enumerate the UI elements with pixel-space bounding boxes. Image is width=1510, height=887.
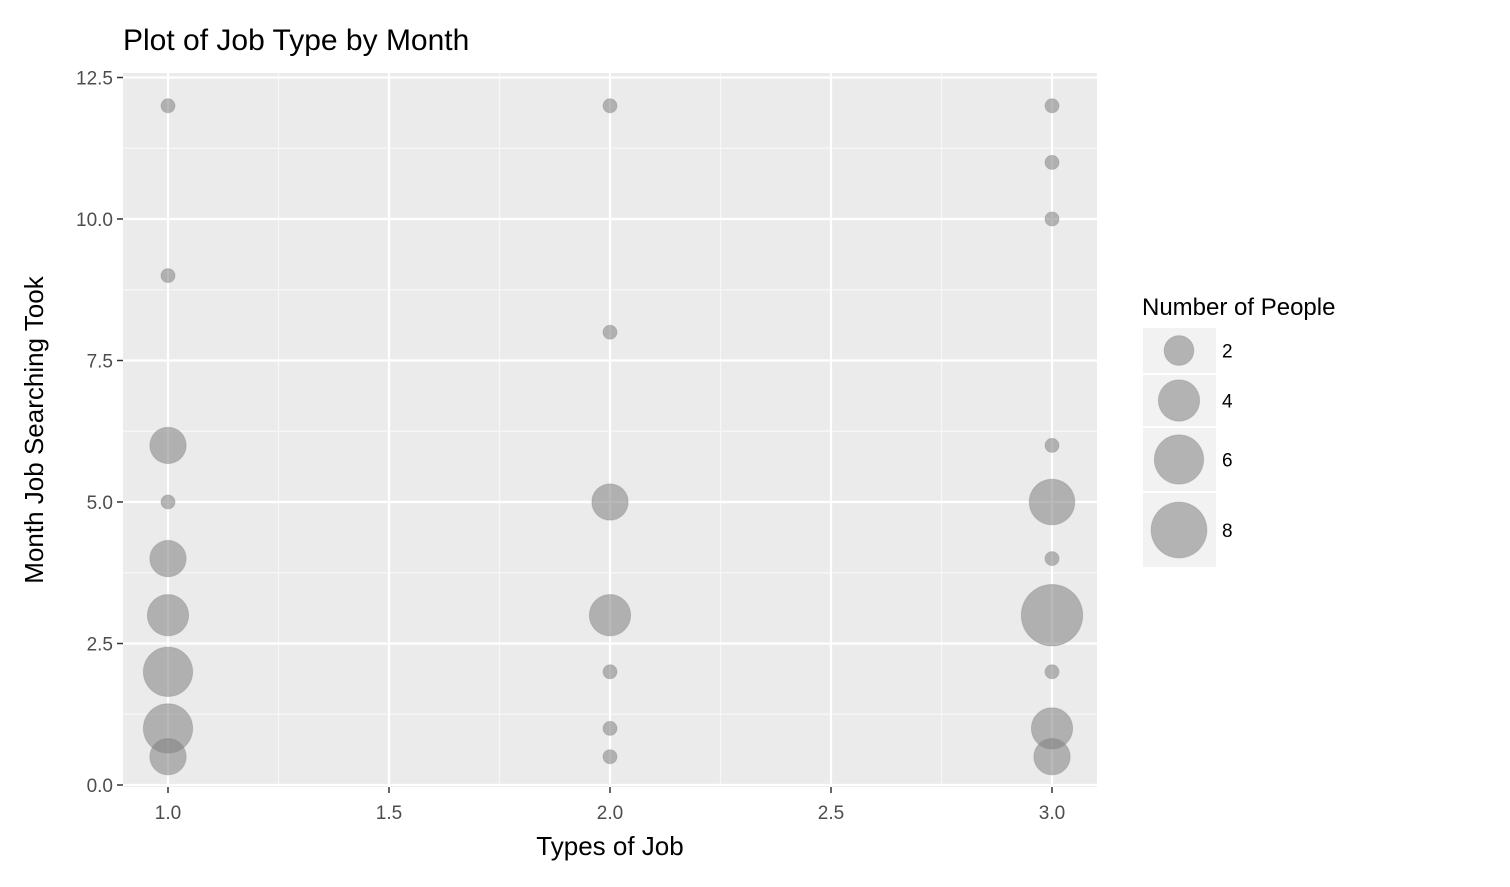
data-point — [1044, 98, 1060, 114]
data-point — [1020, 584, 1084, 647]
y-tick-label: 12.5 — [76, 69, 113, 90]
y-tick-label: 5.0 — [87, 493, 113, 514]
legend-key-label: 2 — [1222, 342, 1233, 363]
data-point — [149, 738, 187, 776]
data-point — [602, 749, 618, 765]
legend-key-label: 8 — [1222, 521, 1233, 542]
legend-key-circle — [1157, 379, 1201, 422]
legend-key-label: 6 — [1222, 451, 1233, 472]
legend-key-circle — [1153, 434, 1205, 485]
y-axis-tick-labels: 0.0 2.5 5.0 7.5 10.0 12.5 — [76, 69, 113, 798]
legend-key-circle — [1163, 335, 1195, 366]
x-tick-label: 3.0 — [1039, 803, 1065, 824]
data-point — [1033, 738, 1071, 776]
y-tick-label: 0.0 — [87, 776, 113, 797]
x-axis-label: Types of Job — [536, 831, 683, 861]
data-point — [160, 98, 176, 114]
x-tick-label: 2.5 — [818, 803, 844, 824]
x-tick-label: 1.0 — [155, 803, 181, 824]
legend: Number of People 2 4 6 8 — [1142, 294, 1335, 567]
y-axis-label: Month Job Searching Took — [19, 275, 49, 583]
data-point — [602, 720, 618, 736]
data-point — [160, 268, 176, 284]
y-tick-label: 7.5 — [87, 352, 113, 373]
x-tick-label: 1.5 — [376, 803, 402, 824]
x-axis-tick-labels: 1.0 1.5 2.0 2.5 3.0 — [155, 803, 1065, 824]
legend-key-label: 4 — [1222, 392, 1233, 413]
data-points — [142, 98, 1084, 776]
y-tick-label: 2.5 — [87, 635, 113, 656]
data-point — [149, 426, 187, 465]
data-point — [602, 324, 618, 340]
data-point — [149, 539, 187, 578]
x-tick-label: 2.0 — [597, 803, 623, 824]
legend-title: Number of People — [1142, 294, 1335, 321]
chart-title: Plot of Job Type by Month — [123, 24, 469, 57]
data-point — [1044, 211, 1060, 227]
legend-keys: 2 4 6 8 — [1143, 328, 1233, 567]
data-point — [1044, 664, 1060, 680]
legend-key-circle — [1150, 501, 1208, 559]
data-point — [591, 483, 629, 521]
data-point — [142, 646, 194, 697]
data-point — [1028, 478, 1076, 526]
axis-ticks — [117, 76, 1053, 793]
data-point — [1044, 551, 1060, 567]
data-point — [1044, 154, 1060, 170]
data-point — [588, 594, 632, 637]
data-point — [146, 594, 190, 637]
data-point — [160, 494, 176, 510]
data-point — [1044, 437, 1060, 453]
data-point — [602, 98, 618, 114]
data-point — [602, 664, 618, 680]
y-tick-label: 10.0 — [76, 210, 113, 231]
